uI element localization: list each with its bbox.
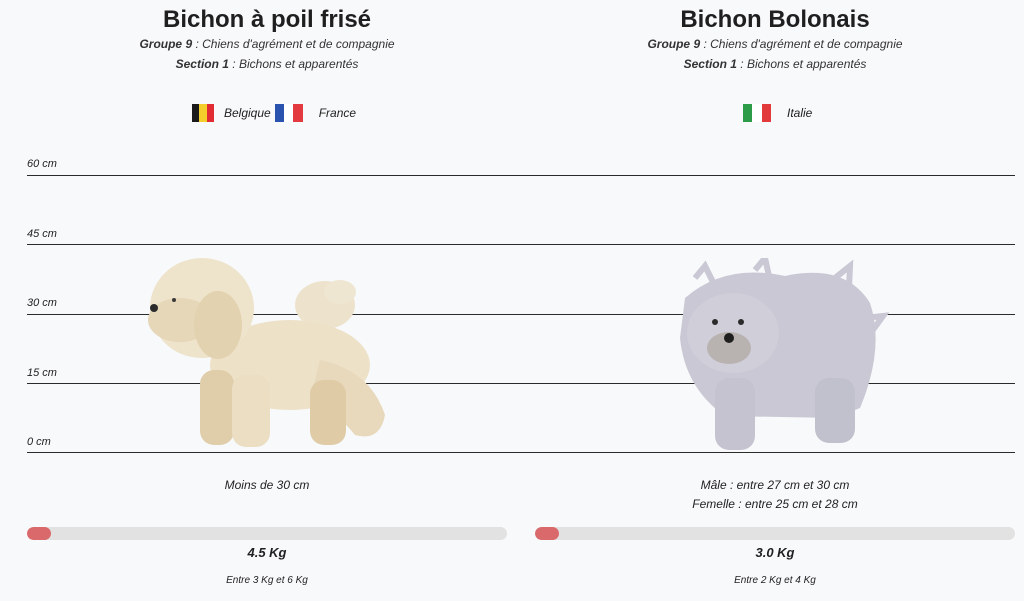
breed-group: Groupe 9 : Chiens d'agrément et de compa… [647,37,903,51]
size-line: Mâle : entre 27 cm et 30 cm [700,478,850,492]
country-name: Italie [787,106,813,120]
weight-bar [535,527,1015,540]
country-name: Belgique [224,106,271,120]
breed-column-bolonais: Bichon Bolonais Groupe 9 : Chiens d'agré… [535,0,1015,86]
france-flag-icon [274,104,303,122]
scale-line [27,175,1015,176]
breed-group: Groupe 9 : Chiens d'agrément et de compa… [139,37,395,51]
breed-title: Bichon Bolonais [680,6,870,33]
italy-flag-icon [743,104,771,122]
weight-bar [27,527,507,540]
size-line: Femelle : entre 25 cm et 28 cm [692,497,858,511]
breed-column-bichon-frise: Bichon à poil frisé Groupe 9 : Chiens d'… [27,0,507,86]
dog-body [148,258,385,447]
breed-section: Section 1 : Bichons et apparentés [683,57,867,71]
weight-value: 3.0 Kg [755,545,795,560]
scale-line [27,452,1015,453]
weight-range: Entre 2 Kg et 4 Kg [734,575,816,586]
size-line: Moins de 30 cm [224,478,310,492]
country-name: France [318,106,357,120]
country-list: Belgique France [192,101,358,125]
scale-label: 60 cm [27,158,57,170]
country-list: Italie [743,101,814,125]
scale-line [27,314,1015,315]
breed-title: Bichon à poil frisé [162,6,372,33]
bichon-frise-dog-illustration [148,258,385,447]
belgium-flag-icon [192,104,214,122]
scale-label: 45 cm [27,228,57,240]
size-description: Moins de 30 cm [27,476,507,495]
breed-section: Section 1 : Bichons et apparentés [175,57,359,71]
scale-line [27,383,1015,384]
scale-label: 0 cm [27,436,51,448]
weight-range: Entre 3 Kg et 6 Kg [226,575,308,586]
bichon-bolonais-dog-illustration [680,258,890,450]
weight-bar-fill [535,527,559,540]
dog-body [680,258,890,450]
weight-bar-fill [27,527,51,540]
scale-label: 15 cm [27,367,57,379]
scale-line [27,244,1015,245]
scale-label: 30 cm [27,297,57,309]
size-description: Mâle : entre 27 cm et 30 cm Femelle : en… [535,476,1015,514]
weight-value: 4.5 Kg [247,545,287,560]
